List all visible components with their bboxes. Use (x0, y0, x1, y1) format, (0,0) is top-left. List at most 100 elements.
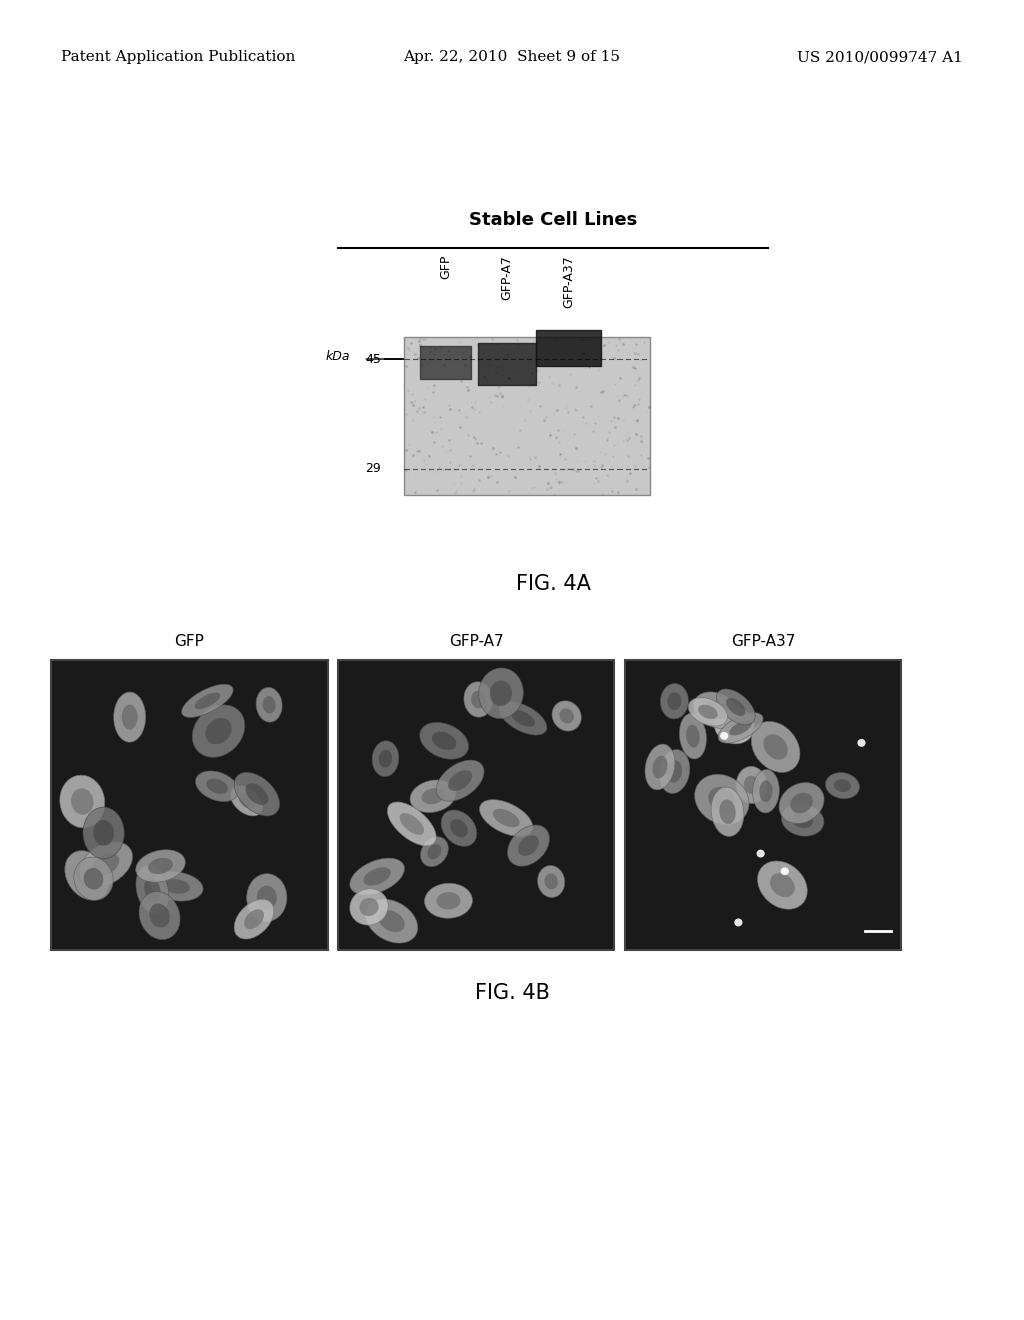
Ellipse shape (791, 793, 813, 813)
Ellipse shape (92, 853, 119, 875)
Ellipse shape (206, 779, 228, 793)
Ellipse shape (420, 722, 469, 759)
Ellipse shape (76, 863, 98, 888)
Ellipse shape (84, 869, 103, 890)
Ellipse shape (538, 866, 565, 898)
Ellipse shape (164, 879, 189, 894)
Ellipse shape (659, 750, 690, 793)
Text: GFP-A7: GFP-A7 (501, 255, 513, 300)
Ellipse shape (668, 693, 681, 710)
Ellipse shape (825, 772, 859, 799)
Ellipse shape (196, 771, 239, 801)
Ellipse shape (350, 858, 404, 895)
Text: 29: 29 (366, 462, 381, 475)
Text: Stable Cell Lines: Stable Cell Lines (469, 211, 637, 230)
Ellipse shape (508, 825, 550, 866)
Ellipse shape (436, 760, 484, 801)
Ellipse shape (478, 668, 523, 718)
Bar (625, 660, 901, 950)
Ellipse shape (471, 690, 485, 709)
Ellipse shape (359, 898, 379, 916)
Ellipse shape (139, 891, 180, 940)
Ellipse shape (410, 780, 456, 813)
Ellipse shape (667, 760, 682, 783)
Ellipse shape (122, 705, 137, 730)
Ellipse shape (256, 688, 283, 722)
Ellipse shape (436, 892, 461, 909)
Ellipse shape (379, 750, 392, 768)
Ellipse shape (834, 779, 851, 792)
Ellipse shape (244, 909, 264, 929)
Ellipse shape (449, 771, 472, 791)
Ellipse shape (71, 788, 93, 814)
Ellipse shape (779, 783, 824, 824)
Ellipse shape (759, 780, 773, 803)
Ellipse shape (206, 718, 231, 744)
Ellipse shape (559, 709, 574, 723)
Text: GFP: GFP (439, 255, 452, 279)
Text: Apr. 22, 2010  Sheet 9 of 15: Apr. 22, 2010 Sheet 9 of 15 (403, 50, 621, 65)
Ellipse shape (688, 697, 728, 726)
Ellipse shape (693, 692, 738, 729)
Ellipse shape (136, 865, 169, 915)
Ellipse shape (230, 785, 263, 816)
Ellipse shape (652, 755, 668, 779)
Ellipse shape (79, 842, 132, 887)
Ellipse shape (757, 850, 765, 858)
Ellipse shape (499, 701, 547, 735)
Ellipse shape (366, 899, 418, 942)
Ellipse shape (645, 744, 675, 789)
Ellipse shape (247, 874, 287, 921)
Ellipse shape (726, 698, 745, 715)
Ellipse shape (387, 803, 436, 846)
Text: GFP-A37: GFP-A37 (562, 255, 574, 308)
Ellipse shape (552, 701, 582, 731)
Text: GFP-A7: GFP-A7 (449, 635, 504, 649)
Ellipse shape (736, 767, 767, 804)
Ellipse shape (694, 775, 749, 825)
Ellipse shape (743, 776, 759, 795)
Ellipse shape (151, 871, 203, 902)
Ellipse shape (781, 804, 824, 836)
Ellipse shape (148, 858, 173, 874)
Ellipse shape (729, 721, 752, 735)
Ellipse shape (422, 788, 444, 804)
Ellipse shape (545, 874, 558, 890)
Text: US 2010/0099747 A1: US 2010/0099747 A1 (797, 50, 963, 65)
Ellipse shape (857, 739, 865, 747)
Bar (404, 337, 650, 495)
Bar (51, 660, 328, 950)
Ellipse shape (234, 899, 274, 939)
Ellipse shape (399, 813, 424, 836)
Ellipse shape (441, 810, 477, 846)
Ellipse shape (262, 696, 275, 713)
Ellipse shape (350, 888, 388, 925)
Ellipse shape (770, 873, 795, 898)
Ellipse shape (450, 820, 468, 837)
Ellipse shape (493, 809, 519, 828)
Ellipse shape (379, 911, 404, 932)
Ellipse shape (246, 783, 268, 805)
Ellipse shape (239, 793, 255, 808)
Ellipse shape (705, 701, 727, 719)
Ellipse shape (372, 741, 399, 776)
Text: FIG. 4B: FIG. 4B (474, 983, 550, 1003)
Ellipse shape (714, 706, 755, 744)
Ellipse shape (114, 692, 145, 742)
Ellipse shape (195, 693, 220, 709)
Ellipse shape (734, 919, 742, 927)
Ellipse shape (432, 731, 457, 750)
Ellipse shape (686, 725, 699, 747)
Ellipse shape (752, 722, 800, 772)
Ellipse shape (518, 836, 539, 855)
Ellipse shape (427, 845, 441, 859)
Bar (338, 660, 614, 950)
Ellipse shape (150, 904, 170, 928)
Ellipse shape (136, 850, 185, 882)
Text: 45: 45 (365, 352, 381, 366)
Ellipse shape (711, 787, 743, 837)
Text: kDa: kDa (326, 350, 350, 363)
Ellipse shape (421, 837, 449, 867)
Ellipse shape (464, 681, 493, 717)
Ellipse shape (719, 800, 735, 824)
